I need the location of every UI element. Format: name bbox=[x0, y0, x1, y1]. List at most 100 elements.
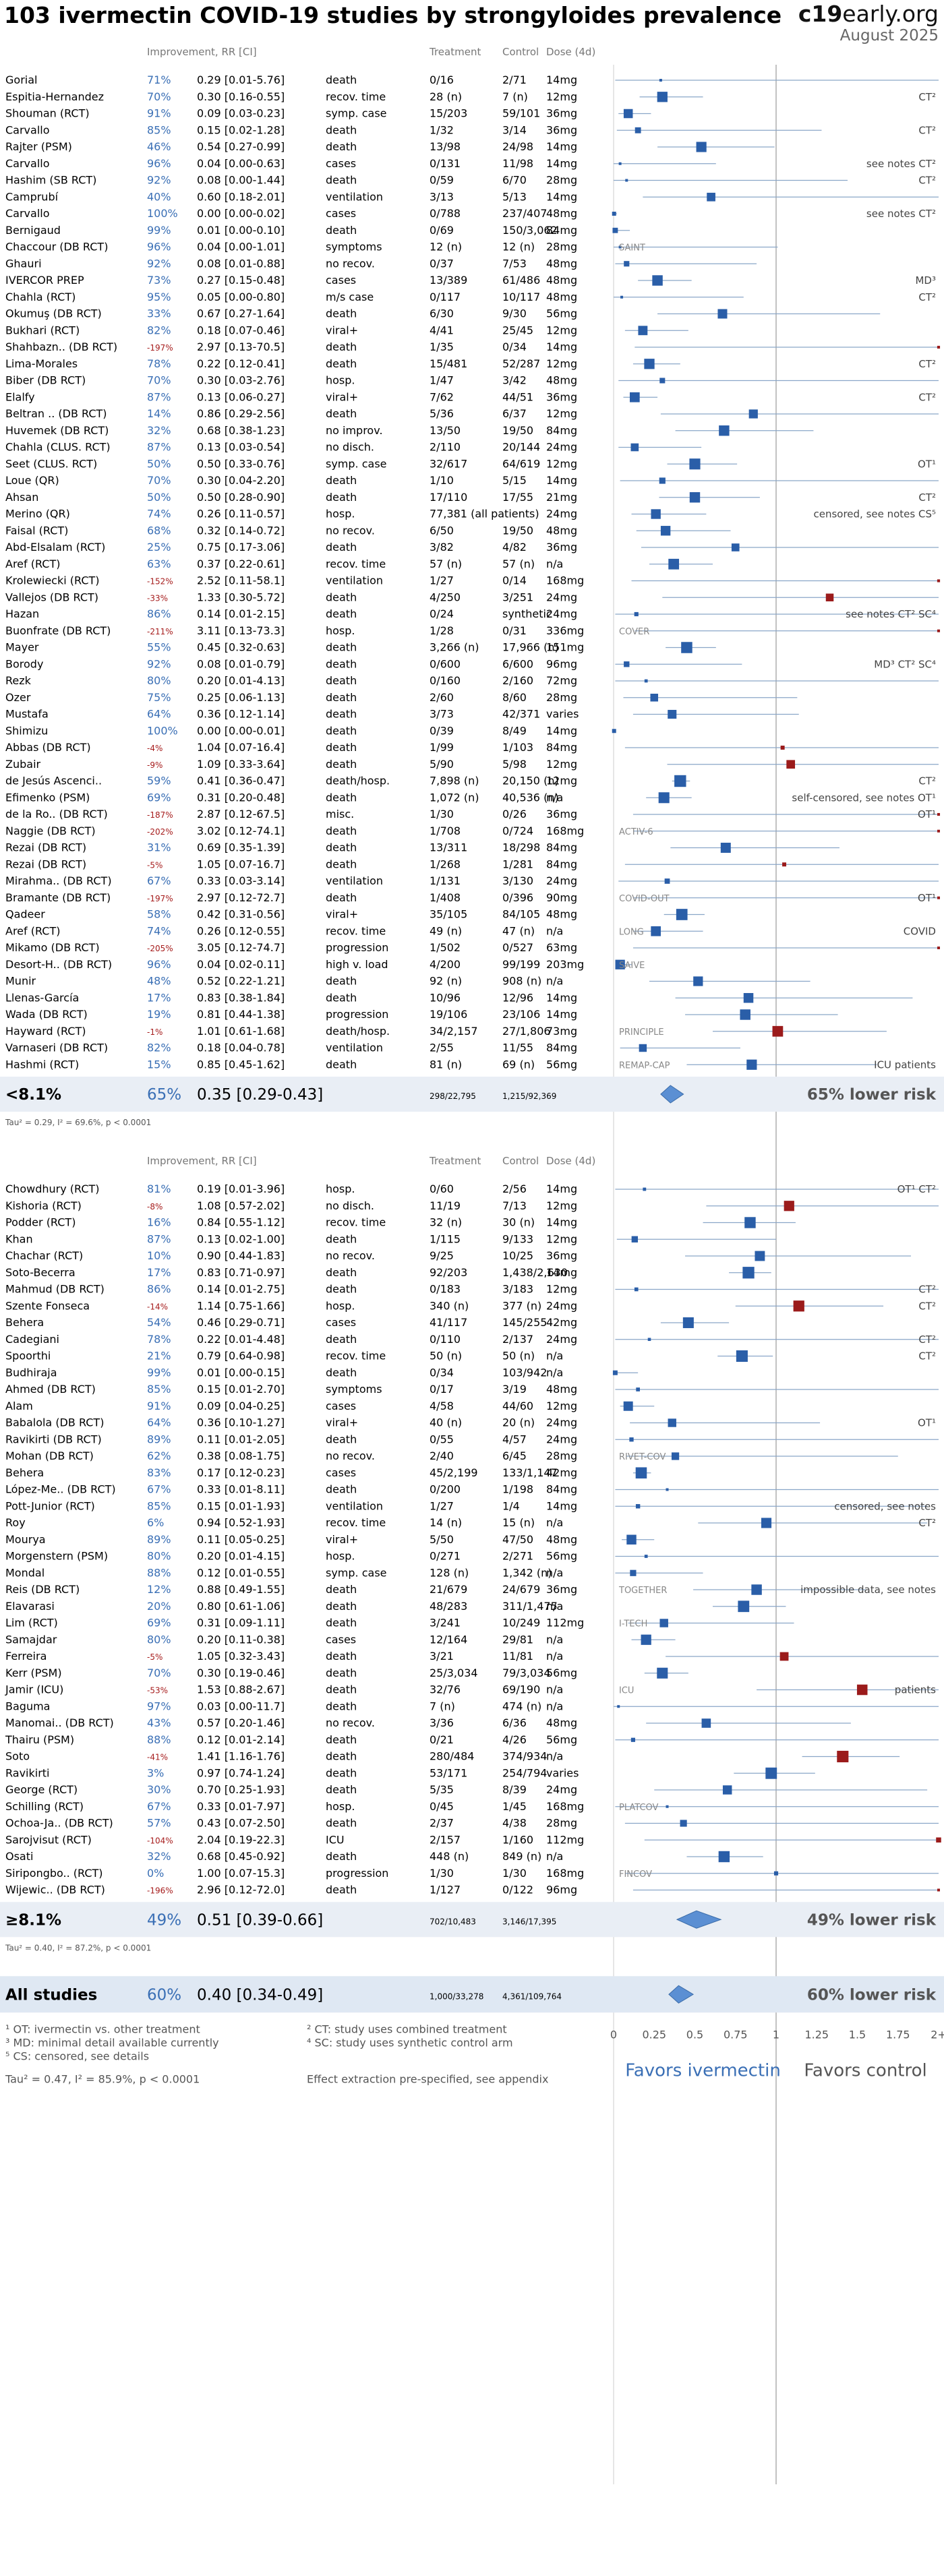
effect-marker bbox=[718, 1851, 730, 1863]
study-treatment: 0/21 bbox=[430, 1733, 454, 1746]
effect-marker bbox=[772, 1025, 784, 1037]
study-tag: FINCOV bbox=[619, 1869, 652, 1880]
study-outcome: death bbox=[326, 1817, 357, 1830]
axis-tick-label: 2+ bbox=[931, 2028, 944, 2041]
study-dose: 168mg bbox=[546, 825, 584, 837]
study-dose: 56mg bbox=[546, 1667, 577, 1679]
study-dose: 36mg bbox=[546, 1249, 577, 1262]
effect-marker bbox=[693, 976, 703, 986]
study-treatment: 0/39 bbox=[430, 724, 454, 737]
study-treatment: 0/788 bbox=[430, 207, 461, 220]
study-outcome: cases bbox=[326, 207, 356, 220]
study-control: 59/101 bbox=[502, 107, 540, 120]
study-improvement: 83% bbox=[147, 1466, 171, 1479]
study-outcome: ventilation bbox=[326, 1499, 383, 1512]
study-name: Carvallo bbox=[5, 157, 50, 170]
study-improvement: 54% bbox=[147, 1316, 171, 1329]
study-treatment: 0/200 bbox=[430, 1483, 461, 1496]
study-improvement: 12% bbox=[147, 1583, 171, 1596]
study-dose: 12mg bbox=[546, 758, 577, 771]
study-name: Jamir (ICU) bbox=[5, 1683, 63, 1696]
study-improvement: 99% bbox=[147, 224, 171, 237]
study-name: Mikamo (DB RCT) bbox=[5, 941, 100, 954]
study-treatment: 0/183 bbox=[430, 1283, 461, 1296]
effect-marker bbox=[825, 593, 834, 602]
effect-marker bbox=[696, 142, 707, 152]
study-outcome: death bbox=[326, 407, 357, 420]
study-improvement: 16% bbox=[147, 1216, 171, 1229]
study-dose: 84mg bbox=[546, 1483, 577, 1496]
study-note: see notes CT² bbox=[866, 158, 936, 170]
study-rr: 0.60 [0.18-2.01] bbox=[197, 190, 285, 203]
study-control: 7/13 bbox=[502, 1199, 527, 1212]
study-outcome: hosp. bbox=[326, 1800, 355, 1813]
study-name: Spoorthi bbox=[5, 1350, 51, 1362]
effect-marker bbox=[837, 1750, 849, 1763]
effect-marker bbox=[635, 1504, 641, 1509]
study-dose: 12mg bbox=[546, 1232, 577, 1245]
study-note: see notes CT² SC⁴ bbox=[846, 608, 936, 620]
study-rr: 0.11 [0.05-0.25] bbox=[197, 1533, 285, 1546]
study-name: Aref (RCT) bbox=[5, 558, 60, 570]
study-rr: 0.09 [0.04-0.25] bbox=[197, 1400, 285, 1412]
study-control: 6/45 bbox=[502, 1449, 527, 1462]
study-control: 7 (n) bbox=[502, 90, 528, 103]
study-rr: 3.11 [0.13-73.3] bbox=[197, 624, 285, 637]
study-rr: 0.70 [0.25-1.93] bbox=[197, 1783, 285, 1796]
study-name: Carvallo bbox=[5, 207, 50, 220]
study-outcome: death bbox=[326, 1667, 357, 1679]
study-note: CT² bbox=[918, 391, 936, 403]
study-rr: 0.41 [0.36-0.47] bbox=[197, 775, 285, 787]
axis-tick-label: 1.5 bbox=[849, 2028, 866, 2041]
study-rr: 0.18 [0.07-0.46] bbox=[197, 324, 285, 336]
study-treatment: 0/34 bbox=[430, 1366, 454, 1379]
study-name: Mirahma.. (DB RCT) bbox=[5, 874, 112, 887]
effect-marker bbox=[659, 78, 662, 82]
study-control: 8/39 bbox=[502, 1783, 527, 1796]
study-dose: 14mg bbox=[546, 991, 577, 1004]
effect-marker bbox=[748, 409, 758, 419]
study-outcome: death bbox=[326, 73, 357, 86]
study-rr: 0.03 [0.00-11.7] bbox=[197, 1700, 285, 1712]
effect-extraction-note: Effect extraction pre-specified, see app… bbox=[307, 2072, 548, 2085]
footnote-md: ³ MD: minimal detail available currently bbox=[5, 2036, 219, 2049]
study-improvement: -5% bbox=[147, 1652, 163, 1662]
study-improvement: -197% bbox=[147, 343, 173, 353]
summary-risk: 65% lower risk bbox=[807, 1086, 937, 1104]
study-treatment: 13/98 bbox=[430, 140, 461, 153]
study-dose: 168mg bbox=[546, 1867, 584, 1880]
study-treatment: 0/37 bbox=[430, 257, 454, 270]
study-treatment: 1/30 bbox=[430, 1867, 454, 1880]
study-control: 15 (n) bbox=[502, 1516, 535, 1529]
study-control: 64/619 bbox=[502, 457, 540, 470]
study-rr: 2.87 [0.12-67.5] bbox=[197, 808, 285, 820]
study-name: Budhiraja bbox=[5, 1366, 57, 1379]
study-improvement: 70% bbox=[147, 374, 171, 387]
study-improvement: 95% bbox=[147, 291, 171, 303]
study-improvement: 40% bbox=[147, 190, 171, 203]
effect-marker bbox=[751, 1584, 762, 1595]
study-outcome: hosp. bbox=[326, 1299, 355, 1312]
study-control: 474 (n) bbox=[502, 1700, 541, 1712]
study-improvement: 100% bbox=[147, 207, 178, 220]
study-name: de la Ro.. (DB RCT) bbox=[5, 808, 108, 820]
study-control: 61/486 bbox=[502, 274, 540, 287]
study-improvement: -1% bbox=[147, 1027, 163, 1037]
study-outcome: no recov. bbox=[326, 1716, 375, 1729]
effect-marker bbox=[617, 1705, 620, 1708]
study-dose: 24mg bbox=[546, 1299, 577, 1312]
study-improvement: 99% bbox=[147, 1366, 171, 1379]
study-treatment: 6/30 bbox=[430, 307, 454, 320]
study-dose: 12mg bbox=[546, 1283, 577, 1296]
col-header-dose: Dose (4d) bbox=[546, 1155, 595, 1167]
study-rr: 1.00 [0.07-15.3] bbox=[197, 1867, 285, 1880]
study-improvement: 82% bbox=[147, 324, 171, 336]
study-rr: 0.36 [0.10-1.27] bbox=[197, 1416, 285, 1429]
study-treatment: 0/600 bbox=[430, 657, 461, 670]
study-treatment: 0/17 bbox=[430, 1383, 454, 1396]
study-dose: 48mg bbox=[546, 1383, 577, 1396]
study-rr: 2.97 [0.13-70.5] bbox=[197, 340, 285, 353]
col-header-improvement: Improvement, RR [CI] bbox=[147, 46, 257, 58]
effect-marker bbox=[659, 477, 666, 484]
